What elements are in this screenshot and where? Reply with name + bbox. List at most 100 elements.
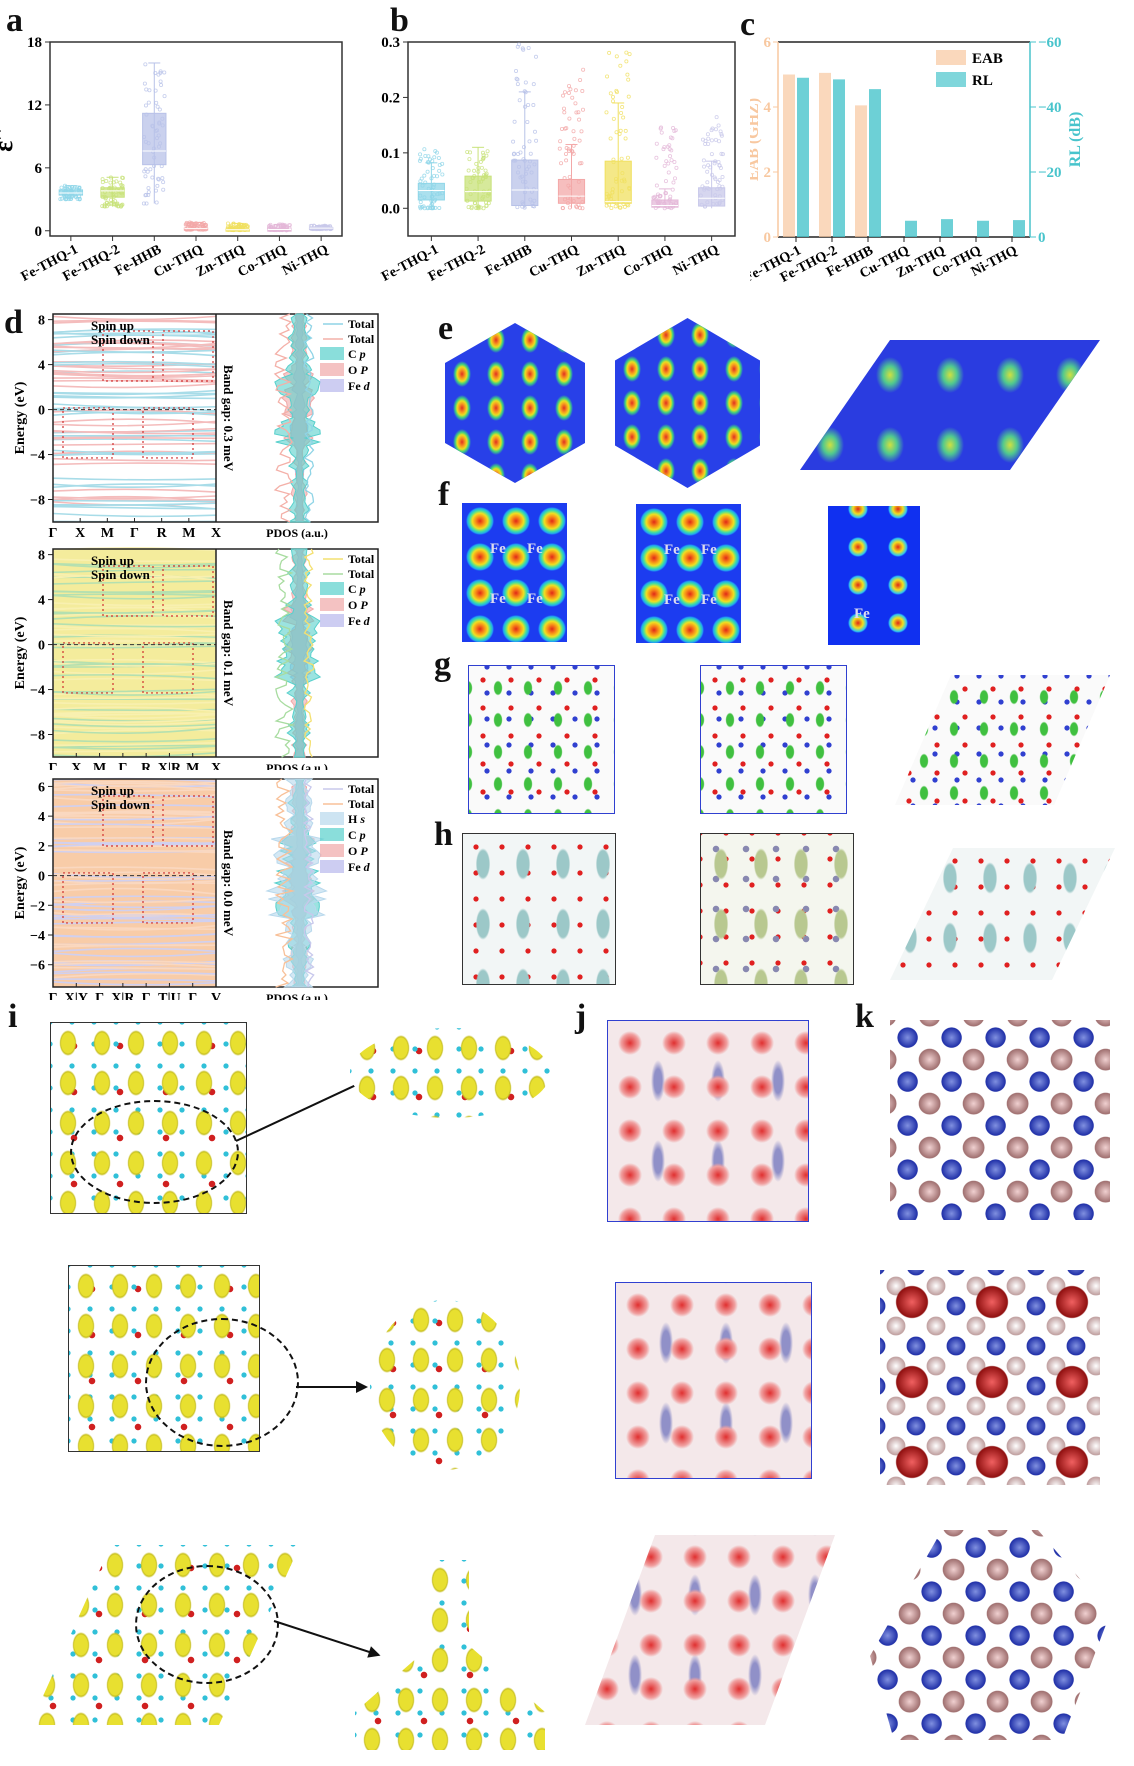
- band-line: [52, 418, 217, 424]
- data-point: [605, 74, 610, 79]
- data-point: [573, 101, 578, 106]
- data-point: [618, 63, 623, 68]
- panel-label-f: f: [438, 476, 450, 513]
- band-line: [52, 562, 217, 567]
- k-point-label: M: [101, 526, 114, 540]
- k-point-label: Γ: [142, 991, 151, 1000]
- data-point: [515, 44, 520, 49]
- legend-label: Total: [348, 797, 375, 811]
- band-gap-label: Band gap: 0.1 meV: [221, 600, 236, 707]
- legend-label: Total: [348, 782, 375, 796]
- data-point: [559, 161, 564, 166]
- data-point: [146, 193, 151, 198]
- band-line: [52, 558, 217, 563]
- data-point: [719, 151, 724, 156]
- y-tick-label: 0.1: [381, 146, 400, 162]
- fe-label: Fe: [854, 606, 870, 622]
- y-tick-label: −2: [30, 899, 45, 914]
- legend-label: O P: [348, 844, 368, 858]
- data-point: [142, 169, 147, 174]
- data-point: [154, 200, 159, 205]
- k-point-label: X: [75, 526, 85, 540]
- band-line: [52, 962, 217, 968]
- data-point: [533, 54, 538, 59]
- legend-swatch: [320, 844, 344, 857]
- band-line: [52, 504, 217, 510]
- data-point: [512, 119, 517, 124]
- charge-density-fragment-2: [370, 1300, 520, 1470]
- k-point-label: T|U: [158, 991, 181, 1000]
- data-point: [521, 47, 526, 52]
- data-point: [668, 154, 673, 159]
- band-line: [52, 688, 217, 693]
- data-point: [622, 204, 627, 209]
- legend-label: C p: [348, 582, 366, 596]
- band-line: [52, 723, 217, 728]
- data-point: [713, 137, 718, 142]
- data-point: [614, 54, 619, 59]
- x-tick-label: Zn-THQ: [574, 242, 628, 280]
- band-line: [52, 952, 217, 958]
- data-point: [667, 147, 672, 152]
- box: [417, 182, 445, 201]
- fe-label: Fe: [701, 542, 717, 558]
- y-tick-label: 0.3: [381, 35, 400, 51]
- data-point: [516, 152, 521, 157]
- data-point: [713, 127, 718, 132]
- band-line: [52, 785, 217, 792]
- band-line: [52, 580, 217, 585]
- band-line: [52, 498, 217, 502]
- y-tick-label: 6: [38, 780, 45, 795]
- data-point: [608, 91, 613, 96]
- data-point: [623, 128, 628, 133]
- legend-swatch: [936, 50, 966, 65]
- band-line: [52, 900, 217, 906]
- pdos-total-line: [274, 778, 296, 988]
- band-line: [52, 377, 217, 382]
- y-tick-label: 8: [38, 549, 45, 564]
- band-line: [52, 638, 217, 643]
- pdos-total-line: [303, 313, 315, 523]
- data-point: [515, 82, 520, 87]
- data-point: [104, 179, 109, 184]
- data-point: [659, 130, 664, 135]
- left-tick-label: 4: [764, 100, 772, 116]
- y-tick-label: −4: [30, 449, 45, 464]
- data-point: [155, 104, 160, 109]
- k-point-label: R: [141, 761, 152, 770]
- fe-label: Fe: [664, 592, 680, 608]
- band-line: [52, 726, 217, 734]
- y-tick-label: 6: [35, 161, 43, 177]
- spin-down-label: Spin down: [91, 332, 151, 347]
- band-line: [52, 633, 217, 637]
- y-tick-label: 4: [38, 359, 45, 374]
- band-line: [52, 881, 217, 886]
- band-line: [52, 925, 217, 931]
- data-point: [143, 103, 148, 108]
- band-line: [52, 427, 217, 433]
- data-point: [161, 187, 166, 192]
- band-line: [52, 725, 217, 730]
- nci-structure-3: [895, 675, 1110, 805]
- space-filling-structure-3: [870, 1530, 1110, 1740]
- legend-swatch: [320, 614, 344, 627]
- data-point: [713, 177, 718, 182]
- x-tick-label: Ni-THQ: [671, 242, 722, 279]
- data-point: [669, 158, 674, 163]
- data-point: [625, 72, 630, 77]
- data-point: [566, 148, 571, 153]
- data-point: [562, 110, 567, 115]
- data-point: [422, 147, 427, 152]
- data-point: [418, 179, 423, 184]
- panel-label-d: d: [4, 304, 23, 341]
- data-point: [709, 138, 714, 143]
- band-line: [52, 420, 217, 427]
- data-point: [244, 223, 249, 228]
- data-point: [425, 169, 430, 174]
- data-point: [705, 180, 710, 185]
- elf-3d-structure-2: [615, 318, 760, 488]
- data-point: [466, 168, 471, 173]
- data-point: [620, 105, 625, 110]
- data-point: [580, 89, 585, 94]
- fe-label: Fe: [527, 541, 543, 557]
